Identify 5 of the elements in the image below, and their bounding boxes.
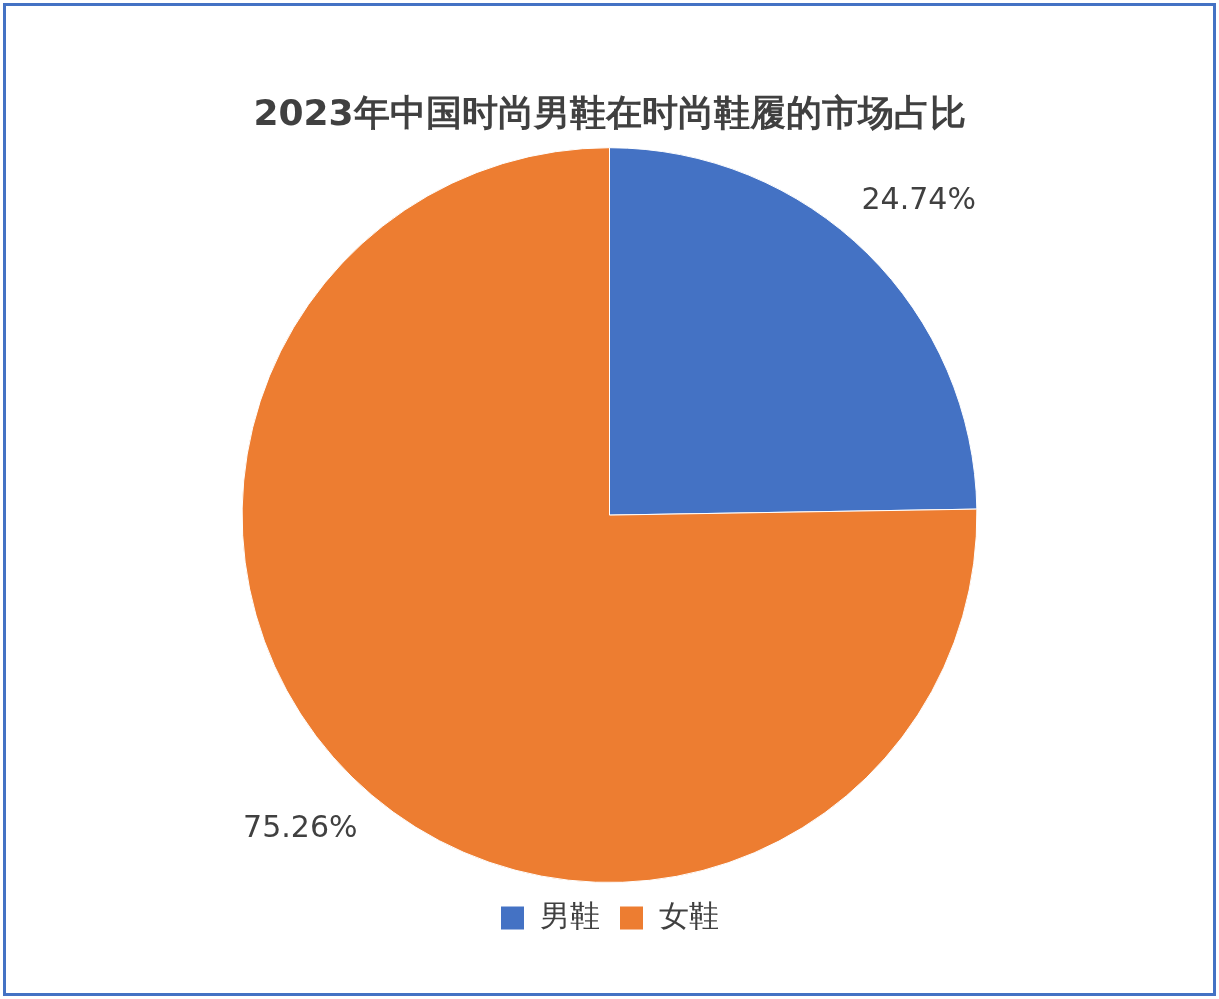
chart-title: 2023年中国时尚男鞋在时尚鞋履的市场占比 [253, 91, 966, 133]
legend-label: 女鞋 [658, 897, 719, 933]
data-label: 75.26% [243, 809, 358, 845]
legend-label: 男鞋 [539, 897, 600, 933]
data-label: 24.74% [861, 180, 976, 216]
